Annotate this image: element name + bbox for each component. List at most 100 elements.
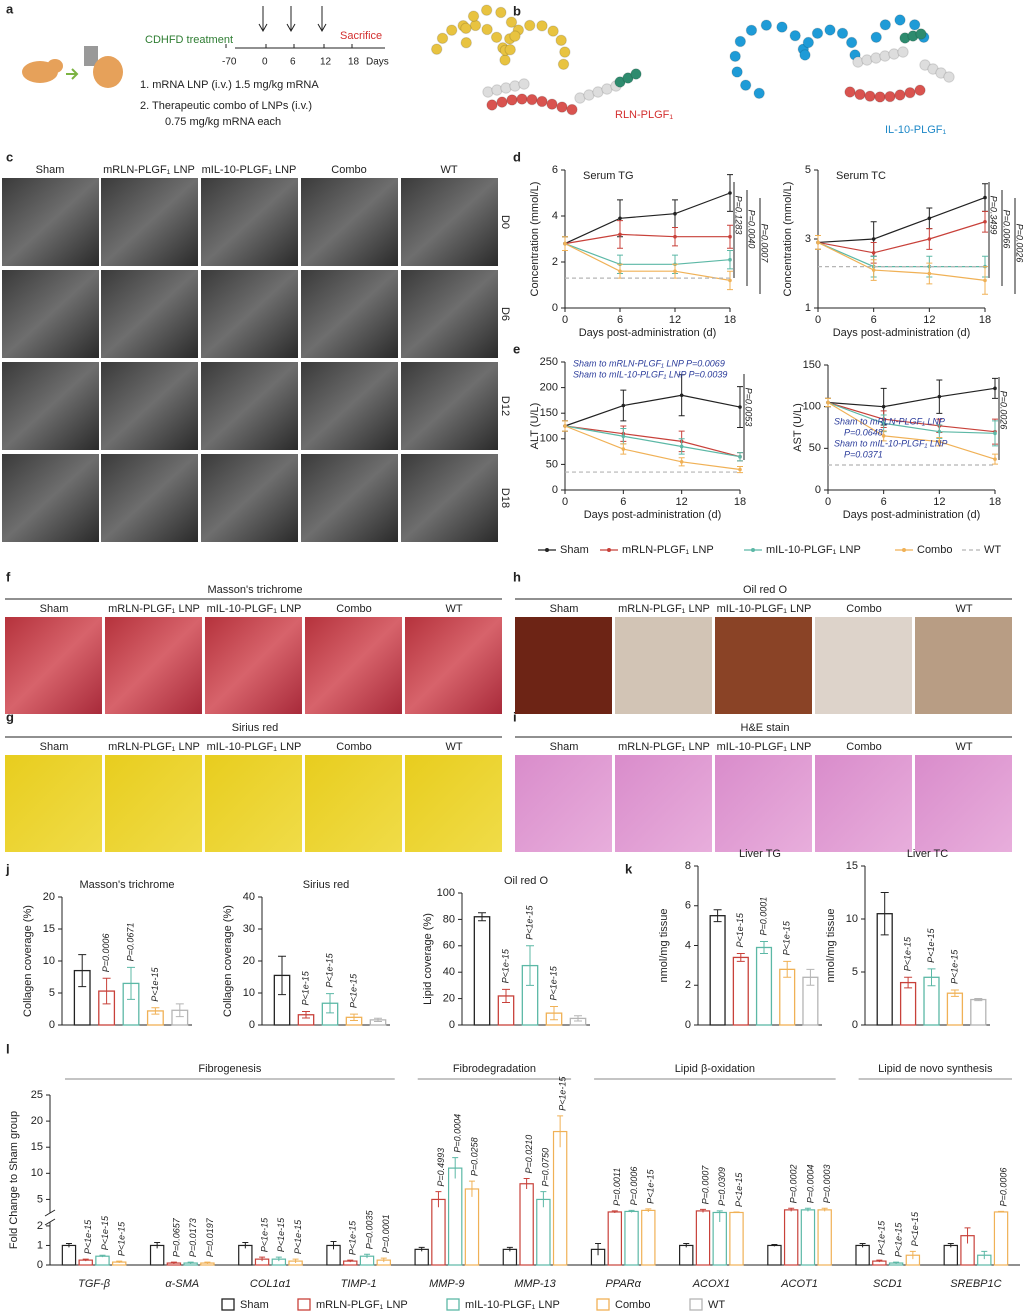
x-tick-label: 0	[815, 314, 821, 326]
y-tick-label: 80	[443, 913, 455, 925]
column-label: mRLN-PLGF₁ LNP	[618, 603, 710, 615]
histology-title: Sirius red	[232, 722, 278, 734]
panel-label: i	[513, 709, 517, 724]
bead	[460, 22, 472, 35]
error-bar	[116, 1260, 123, 1264]
y-tick-label: 250	[540, 356, 558, 368]
error-bar	[550, 1006, 558, 1021]
ultrasound-image	[2, 362, 99, 450]
bead	[526, 93, 538, 106]
y-tick-label: 20	[443, 993, 455, 1005]
point	[618, 216, 622, 221]
y-tick-label: 0	[49, 1019, 55, 1031]
y-tick-label: 0	[449, 1019, 455, 1031]
column-label: WT	[445, 603, 462, 615]
point	[881, 434, 886, 438]
bead	[516, 93, 528, 105]
error-bar	[204, 1261, 211, 1265]
error-bar	[435, 1191, 442, 1208]
series-line	[817, 197, 986, 244]
error-bar	[806, 968, 815, 986]
bar	[993, 1211, 1009, 1266]
axis-break	[44, 1209, 56, 1226]
panel-label: l	[6, 1041, 10, 1056]
bead	[879, 19, 892, 31]
p-value: P<1e-15	[100, 1215, 110, 1250]
ultrasound-image	[401, 270, 498, 358]
column-label: WT	[955, 603, 972, 615]
y-tick-label: 40	[243, 891, 255, 903]
series-line	[564, 394, 741, 427]
column-label: Sham	[550, 603, 579, 615]
bead	[499, 54, 511, 66]
column-label: mIL-10-PLGF₁ LNP	[202, 164, 297, 176]
panel-label: c	[6, 149, 13, 164]
histology-image	[615, 755, 712, 852]
p-value: P=0.0001	[758, 897, 768, 936]
y-axis-label: Concentration (mmol/L)	[782, 182, 794, 297]
x-tick-label: TGF-β	[78, 1278, 111, 1290]
timeline-label: 0	[262, 57, 268, 68]
error-bar	[170, 1261, 177, 1265]
p-value: P<1e-15	[524, 905, 534, 940]
histology-title: Oil red O	[743, 584, 787, 596]
point	[993, 386, 997, 391]
x-tick-label: 6	[617, 314, 623, 326]
bead	[536, 95, 548, 108]
y-tick-label: 20	[243, 955, 255, 967]
point	[871, 251, 876, 255]
ultrasound-image	[101, 270, 198, 358]
error-bar	[302, 1011, 310, 1019]
x-tick-label: α-SMA	[165, 1278, 199, 1290]
column-label: WT	[440, 164, 457, 176]
point	[728, 278, 732, 283]
point	[937, 429, 942, 434]
y-tick-label: 10	[846, 913, 858, 925]
bead	[481, 23, 493, 36]
y-tick-label: 10	[31, 1167, 43, 1179]
y-tick-label: 4	[552, 210, 558, 222]
y-tick-label: 60	[443, 940, 455, 952]
bead	[864, 90, 876, 102]
ultrasound-image	[301, 362, 398, 450]
error-bar	[502, 988, 510, 1004]
p-value: P=0.0053	[744, 388, 754, 427]
x-axis-label: Days post-administration (d)	[833, 327, 971, 339]
error-bar	[506, 1246, 513, 1252]
p-value: P=0.0210	[524, 1135, 534, 1174]
column-label: Sham	[40, 603, 69, 615]
p-value: P=0.0258	[469, 1137, 479, 1176]
point	[673, 211, 677, 216]
step: 2. Therapeutic combo of LNPs (i.v.)	[140, 100, 312, 112]
point	[937, 394, 942, 399]
p-value: P=0.0001	[381, 1214, 391, 1253]
y-tick-label: 2	[37, 1220, 43, 1232]
y-axis-label: Fold Change to Sham group	[8, 1111, 20, 1249]
bead	[506, 94, 518, 106]
point	[621, 434, 626, 439]
y-axis-label: nmol/mg tissue	[658, 909, 670, 983]
y-tick-label: 10	[243, 987, 255, 999]
p-value: P<1e-15	[646, 1169, 656, 1204]
bead	[731, 66, 743, 78]
p-value: P=0.0026	[999, 391, 1009, 430]
legend-swatch	[297, 1298, 311, 1311]
y-tick-label: 100	[540, 433, 558, 445]
y-tick-label: 2	[552, 256, 558, 268]
error-bar	[187, 1261, 194, 1265]
error-bar	[364, 1253, 371, 1259]
series-line	[564, 243, 731, 265]
x-tick-label: 12	[923, 314, 935, 326]
bead	[884, 90, 896, 103]
ultrasound-image	[401, 362, 498, 450]
bar	[536, 1198, 551, 1266]
x-tick-label: 6	[620, 496, 626, 508]
x-tick-label: PPARα	[605, 1278, 641, 1290]
p-value: P=0.0026	[1015, 224, 1024, 263]
y-tick-label: 4	[685, 939, 691, 951]
bead	[524, 19, 536, 32]
point	[679, 444, 684, 449]
chart-title: Masson's trichrome	[79, 879, 174, 891]
point	[881, 404, 886, 409]
histology-image	[5, 617, 102, 714]
